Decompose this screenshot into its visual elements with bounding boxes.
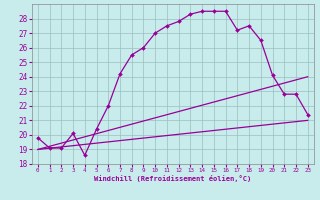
X-axis label: Windchill (Refroidissement éolien,°C): Windchill (Refroidissement éolien,°C): [94, 175, 252, 182]
